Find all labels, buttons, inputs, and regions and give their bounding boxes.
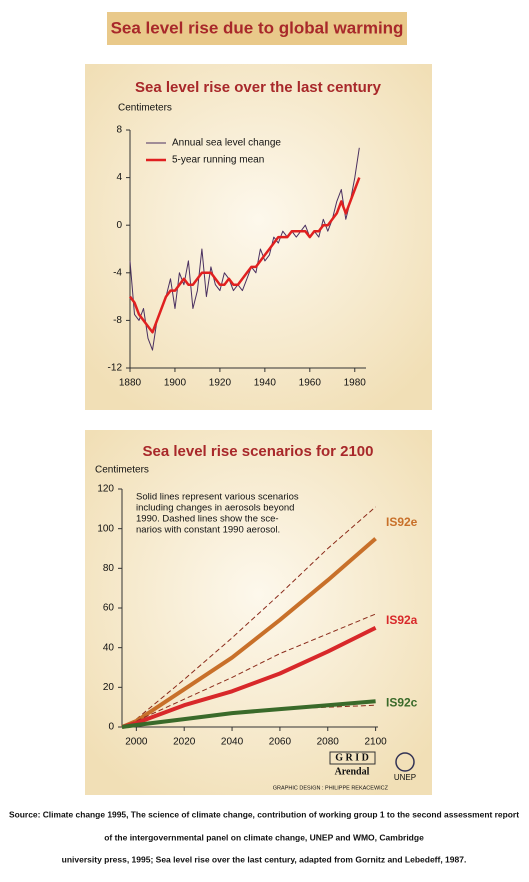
y-tick-label: 40 bbox=[103, 642, 115, 653]
x-tick-label: 1900 bbox=[164, 378, 187, 389]
x-tick-label: 1940 bbox=[254, 378, 277, 389]
x-tick-label: 2080 bbox=[317, 737, 340, 748]
logo-text: G R I D bbox=[335, 752, 369, 763]
footer-line: university press, 1995; Sea level rise o… bbox=[62, 854, 467, 864]
logo-box bbox=[329, 751, 376, 765]
y-tick-label: 4 bbox=[116, 172, 122, 183]
footer-line: Source: Climate change 1995, The science… bbox=[9, 809, 519, 819]
y-axis-label: Centimeters bbox=[95, 465, 149, 476]
logo-text: UNEP bbox=[394, 773, 416, 782]
chart-title: Sea level rise over the last century bbox=[135, 79, 382, 96]
chart-title: Sea level rise scenarios for 2100 bbox=[143, 443, 374, 460]
footer-line: of the intergovernmental panel on climat… bbox=[104, 832, 424, 842]
page-title: Sea level rise due to global warming bbox=[111, 18, 404, 37]
legend-label: Annual sea level change bbox=[172, 138, 281, 149]
x-tick-label: 2100 bbox=[364, 737, 387, 748]
y-tick-label: 20 bbox=[103, 682, 115, 693]
x-tick-label: 1920 bbox=[209, 378, 232, 389]
series-label: IS92e bbox=[386, 515, 418, 529]
unep-emblem bbox=[395, 752, 415, 772]
x-tick-label: 1960 bbox=[299, 378, 322, 389]
y-tick-label: -12 bbox=[108, 363, 123, 374]
x-tick-label: 1880 bbox=[119, 378, 142, 389]
series-label: IS92c bbox=[386, 695, 418, 709]
x-tick-label: 2000 bbox=[125, 737, 148, 748]
annotation: 1990. Dashed lines show the sce- bbox=[136, 514, 279, 525]
y-tick-label: 0 bbox=[108, 722, 114, 733]
x-tick-label: 1980 bbox=[344, 378, 367, 389]
annotation: including changes in aerosols beyond bbox=[136, 503, 294, 514]
y-tick-label: 120 bbox=[97, 484, 114, 495]
y-tick-label: -4 bbox=[113, 267, 122, 278]
dashed-line bbox=[121, 613, 376, 728]
y-tick-label: 0 bbox=[116, 220, 122, 231]
credit: GRAPHIC DESIGN : PHILIPPE REKACEWICZ bbox=[273, 785, 389, 791]
x-tick-label: 2020 bbox=[173, 737, 196, 748]
annotation: narios with constant 1990 aerosol. bbox=[136, 525, 280, 536]
x-tick-label: 2060 bbox=[269, 737, 292, 748]
y-tick-label: 60 bbox=[103, 603, 115, 614]
y-axis-label: Centimeters bbox=[118, 103, 172, 114]
annotation: Solid lines represent various scenarios bbox=[136, 492, 299, 503]
series-label: IS92a bbox=[386, 613, 418, 627]
y-tick-label: -8 bbox=[113, 315, 122, 326]
y-tick-label: 80 bbox=[103, 563, 115, 574]
panel bbox=[85, 430, 432, 795]
series-line bbox=[129, 177, 361, 334]
x-tick-label: 2040 bbox=[221, 737, 244, 748]
logo: G R I D Arendal UNEP GRAPHIC DESIGN : PH… bbox=[273, 751, 416, 791]
series-line bbox=[121, 699, 376, 729]
logo-text: Arendal bbox=[335, 766, 370, 777]
title-box bbox=[107, 12, 407, 45]
panel bbox=[85, 64, 432, 410]
legend-label: 5-year running mean bbox=[172, 155, 264, 166]
y-tick-label: 8 bbox=[116, 125, 122, 136]
y-tick-label: 100 bbox=[97, 523, 114, 534]
